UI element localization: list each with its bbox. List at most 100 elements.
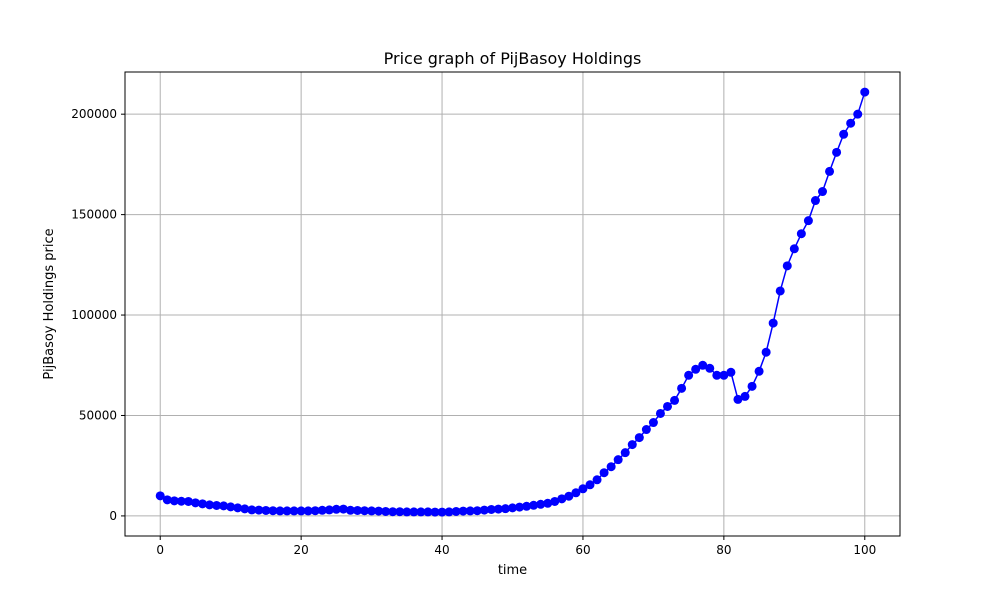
data-point [592, 475, 602, 485]
data-point [324, 505, 334, 515]
data-point [423, 507, 433, 517]
data-point [282, 506, 292, 516]
data-point [846, 118, 856, 128]
data-point [486, 504, 496, 514]
data-point [296, 506, 306, 516]
y-tick-label: 200000 [71, 107, 117, 121]
data-point [338, 504, 348, 514]
data-point [247, 505, 257, 515]
data-point [508, 503, 517, 513]
data-point [782, 261, 792, 271]
data-point [522, 501, 532, 511]
y-axis-label: PijBasoy Holdings price [42, 228, 57, 379]
data-point [803, 216, 813, 226]
data-point [388, 507, 398, 517]
data-point [240, 504, 250, 514]
data-point [641, 425, 651, 435]
data-point [500, 504, 510, 514]
data-point [620, 448, 630, 458]
data-point [789, 244, 799, 254]
data-point [677, 383, 687, 393]
data-point [557, 494, 567, 504]
series-price [155, 87, 870, 517]
data-point [212, 500, 222, 510]
data-point [169, 496, 179, 506]
data-point [402, 507, 412, 517]
data-point [684, 370, 694, 380]
data-point [832, 147, 842, 157]
data-point [465, 506, 475, 516]
data-point [698, 360, 708, 370]
data-point [853, 109, 863, 119]
y-tick-label: 0 [109, 509, 117, 523]
data-point [564, 491, 574, 501]
data-point [310, 506, 320, 516]
data-point [860, 87, 870, 97]
data-point [634, 433, 644, 443]
data-point [606, 462, 616, 472]
data-point [162, 495, 172, 505]
data-point [275, 506, 285, 516]
data-point [198, 499, 207, 509]
data-point [663, 401, 672, 411]
data-point [747, 381, 757, 391]
data-point [268, 506, 278, 516]
x-tick-label: 80 [716, 543, 731, 557]
data-point [254, 505, 264, 515]
data-point [226, 502, 236, 512]
data-point [585, 480, 595, 490]
data-point [367, 506, 377, 516]
data-point [599, 468, 609, 478]
data-point [754, 366, 764, 376]
data-point [381, 506, 391, 516]
data-point [627, 440, 637, 450]
data-point [712, 370, 722, 380]
data-point [303, 506, 313, 516]
data-point [233, 503, 243, 513]
x-tick-label: 100 [853, 543, 876, 557]
data-point [205, 500, 215, 510]
data-point [648, 418, 658, 428]
data-point [515, 502, 525, 512]
data-point [550, 496, 560, 506]
data-point [578, 484, 588, 494]
data-point [768, 318, 778, 328]
data-point [691, 364, 701, 374]
data-point [655, 408, 665, 418]
data-point [176, 496, 186, 506]
data-point [726, 367, 736, 377]
data-point [416, 507, 426, 517]
data-point [190, 498, 200, 508]
data-point [479, 505, 489, 515]
data-point [437, 507, 447, 517]
data-point [219, 501, 229, 511]
data-point [719, 370, 729, 380]
data-point [472, 506, 482, 516]
data-point [613, 455, 623, 465]
data-point [761, 347, 771, 357]
data-point [796, 229, 806, 239]
y-tick-label: 150000 [71, 208, 117, 222]
x-tick-label: 40 [434, 543, 449, 557]
x-tick-label: 0 [156, 543, 164, 557]
data-point [740, 391, 750, 401]
x-axis-label: time [498, 563, 527, 578]
data-point [155, 491, 165, 501]
data-point [374, 506, 384, 516]
data-point [317, 505, 327, 515]
data-point [345, 505, 355, 515]
data-point [775, 286, 785, 296]
data-point [810, 196, 820, 206]
x-tick-label: 20 [293, 543, 308, 557]
data-point [444, 507, 454, 517]
data-point [536, 499, 546, 509]
chart-title: Price graph of PijBasoy Holdings [384, 49, 642, 68]
data-point [839, 129, 849, 139]
data-point [733, 394, 743, 404]
data-point [395, 507, 405, 517]
plot-frame [124, 71, 901, 537]
y-tick-label: 50000 [79, 408, 117, 422]
data-point [818, 187, 827, 197]
data-point [705, 363, 715, 373]
